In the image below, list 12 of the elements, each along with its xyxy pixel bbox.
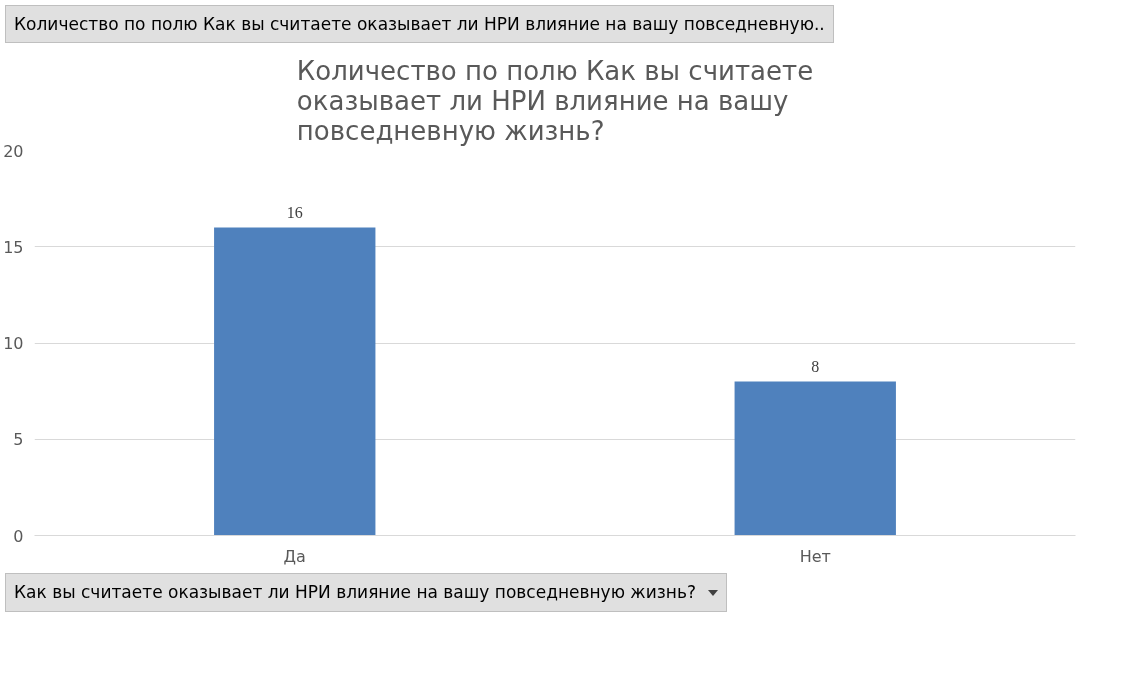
text: Как вы считаете оказывает ли НРИ влияние на вашу повседневную жизнь? [5, 573, 727, 612]
y-tick-label: 15 [3, 238, 24, 258]
y-tick-label: 5 [13, 430, 24, 450]
y-tick-label: 20 [3, 141, 24, 161]
data-label: 8 [811, 357, 820, 375]
y-tick-label: 0 [13, 526, 24, 546]
text: Количество по полю Как вы считаете оказывает ли НРИ влияние на вашу повседневную.. [5, 5, 834, 44]
y-tick-label: 10 [3, 334, 24, 354]
chart-title: Количество по полю Как вы считаете оказывает ли НРИ влияние на вашу повседневную жизнь? [296, 55, 814, 146]
x-tick-label: Нет [799, 546, 831, 566]
data-label: 16 [286, 203, 303, 221]
x-tick-label: Да [283, 546, 306, 566]
